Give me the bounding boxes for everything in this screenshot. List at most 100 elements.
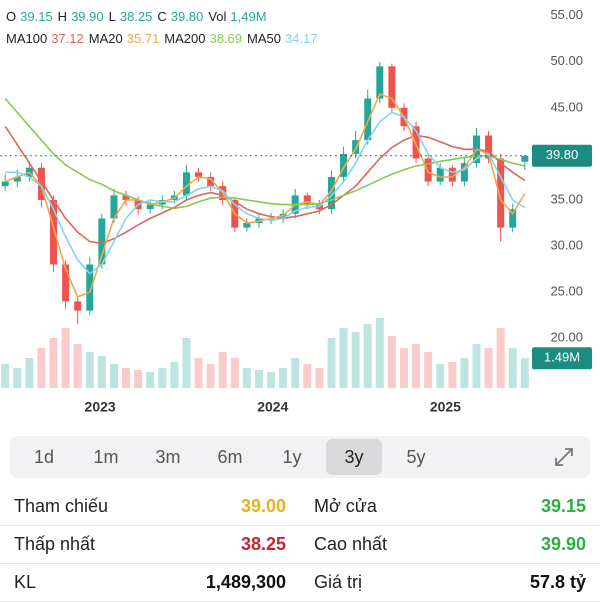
volume-bar <box>134 370 143 388</box>
volume-bar <box>375 318 384 388</box>
volume-bar <box>448 362 457 388</box>
candle-body <box>352 140 360 154</box>
volume-bar <box>230 358 239 388</box>
stat-value: 57.8 tỷ <box>529 572 586 592</box>
stat-value: 39.15 <box>540 496 586 516</box>
volume-label: 1.49M <box>544 350 580 365</box>
y-tick-label: 50.00 <box>550 53 583 68</box>
candle-body <box>50 199 58 265</box>
candle-body <box>327 176 335 210</box>
ma-line <box>4 125 526 245</box>
expand-icon[interactable] <box>552 445 576 469</box>
stat-label: KL <box>14 572 37 592</box>
stat: KL 1,489,300 <box>0 564 300 602</box>
volume-bar <box>242 368 251 388</box>
candle-body <box>424 158 432 182</box>
quote-key: O <box>6 9 16 24</box>
volume-bar <box>363 324 372 388</box>
stat: Giá trị 57.8 tỷ <box>300 564 600 602</box>
last-price-box <box>532 144 592 167</box>
legend-name: MA50 <box>247 31 281 46</box>
volume-bar <box>109 364 118 388</box>
quote-value: 39.90 <box>71 9 104 24</box>
candle-body <box>303 195 311 205</box>
stat-value: 39.90 <box>540 534 586 554</box>
candle-body <box>448 167 456 182</box>
volume-bar <box>218 352 227 388</box>
ma-line <box>4 98 525 210</box>
candle-body <box>86 264 94 311</box>
range-tab[interactable]: 1y <box>282 447 302 467</box>
range-tab[interactable]: 5y <box>406 447 426 467</box>
volume-bar <box>424 352 433 388</box>
volume-bar <box>73 344 82 388</box>
range-tab[interactable]: 3y <box>326 439 382 475</box>
candle-body <box>182 172 190 196</box>
stat-label: Thấp nhất <box>14 534 96 554</box>
candle-body <box>37 167 45 200</box>
stat-value: 1,489,300 <box>205 572 286 592</box>
volume-bar <box>412 344 421 388</box>
candle-body <box>460 163 468 182</box>
y-tick-label: 25.00 <box>550 284 583 299</box>
stats: Tham chiếu 39.00 Mở cửa 39.15 Thấp nhất 38.25… <box>0 488 600 602</box>
stat: Cao nhất 39.90 <box>300 526 600 564</box>
legend-name: MA100 <box>6 31 47 46</box>
y-tick-label: 45.00 <box>550 99 583 114</box>
volume-bar <box>399 348 408 388</box>
quote-value: 39.15 <box>20 9 53 24</box>
volume-bar <box>158 368 167 388</box>
stat-label: Cao nhất <box>314 534 388 554</box>
x-tick-label: 2024 <box>257 399 288 415</box>
stat-label: Giá trị <box>314 572 363 592</box>
volume-bar <box>484 348 493 388</box>
candle-body <box>195 172 203 177</box>
legend-value: 38.69 <box>209 31 242 46</box>
quote-value: 39.80 <box>171 9 204 24</box>
volume-bar <box>291 358 300 388</box>
stat-value: 39.00 <box>240 496 286 516</box>
volume-bar <box>1 364 10 388</box>
volume-bar <box>508 348 517 388</box>
candle-body <box>521 155 529 162</box>
range-tabs: 1d 1m 3m 6m 1y 3y 5y <box>10 436 590 478</box>
range-tab[interactable]: 1m <box>93 447 119 467</box>
x-tick-label: 2023 <box>85 399 116 415</box>
volume-bar <box>279 368 288 388</box>
volume-bar <box>49 338 58 388</box>
volume-bar <box>25 358 34 388</box>
volume-bar <box>206 364 215 388</box>
y-tick-label: 35.00 <box>550 191 583 206</box>
volume-bar <box>97 356 106 388</box>
volume-bar <box>254 370 263 388</box>
volume-bar <box>351 332 360 388</box>
volume-bar <box>315 368 324 388</box>
quote-key: L <box>109 9 116 24</box>
stat: Thấp nhất 38.25 <box>0 526 300 564</box>
legend-value: 34.17 <box>285 31 318 46</box>
candle-body <box>436 167 444 182</box>
candle-body <box>509 209 517 228</box>
volume-bar <box>520 358 529 388</box>
volume-bar <box>327 338 336 388</box>
range-tab[interactable]: 3m <box>155 447 181 467</box>
volume-bar <box>13 368 22 388</box>
legend-value: 37.12 <box>51 31 84 46</box>
y-tick-label: 20.00 <box>550 330 583 345</box>
candle-body <box>13 176 21 182</box>
volume-bar <box>460 358 469 388</box>
candle-body <box>1 181 9 187</box>
volume-bar <box>472 344 481 388</box>
range-tab[interactable]: 6m <box>217 447 243 467</box>
legend-name: MA20 <box>89 31 123 46</box>
volume-bar <box>37 348 46 388</box>
candle-body <box>388 66 396 108</box>
ma-line <box>5 111 526 275</box>
ma-legend: MA100 37.12 MA20 35.71 MA200 38.69 MA50 34.17 <box>6 31 318 46</box>
quote-value: 1,49M <box>230 9 266 24</box>
volume-bar <box>194 358 203 388</box>
range-tab[interactable]: 1d <box>33 447 55 467</box>
volume-bar <box>122 368 131 388</box>
candle-body <box>146 204 154 210</box>
quote-key: H <box>58 9 67 24</box>
